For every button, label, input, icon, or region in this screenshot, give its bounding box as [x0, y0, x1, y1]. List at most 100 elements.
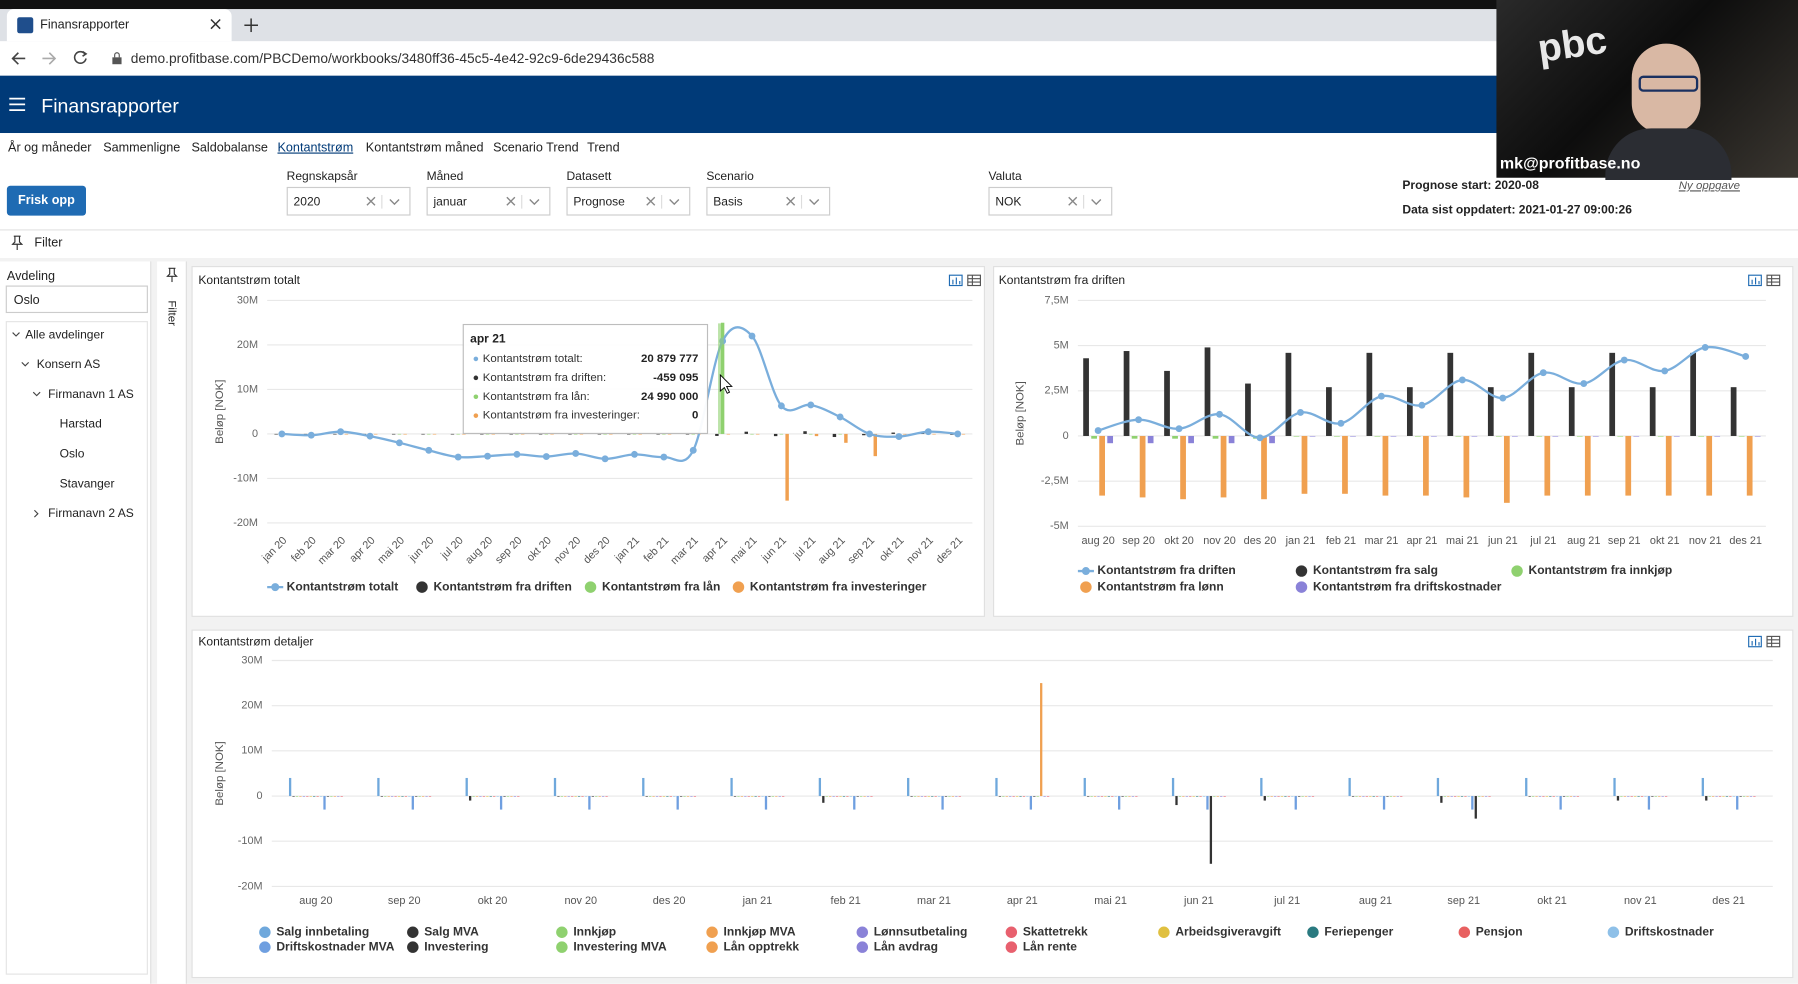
tree-item[interactable]: Oslo: [59, 447, 85, 461]
bar: [768, 796, 771, 797]
nav-tab[interactable]: Sammenligne: [103, 141, 181, 155]
department-search[interactable]: Oslo: [5, 285, 148, 314]
bar: [1301, 435, 1308, 494]
bar: [1447, 796, 1450, 797]
nav-tab[interactable]: Saldobalanse: [191, 141, 268, 155]
new-tab[interactable]: [244, 18, 259, 33]
pin-icon[interactable]: [11, 235, 23, 250]
chart-view-icons[interactable]: [1748, 635, 1781, 648]
y-tick-label: -10M: [238, 835, 263, 847]
chart-view-icons[interactable]: [948, 274, 981, 287]
bar: [1040, 683, 1043, 797]
bar: [1083, 777, 1086, 797]
new-task-link[interactable]: Ny oppgave: [1678, 180, 1740, 193]
bar: [761, 796, 764, 797]
bar: [397, 796, 401, 797]
tree-item[interactable]: Alle avdelinger: [25, 327, 105, 342]
x-tick-label: mar 21: [668, 535, 700, 567]
bar: [1592, 435, 1599, 437]
filter-icons[interactable]: [644, 194, 685, 209]
nav-tab[interactable]: Kontantstrøm: [277, 141, 354, 155]
legend-label: Lønnsutbetaling: [874, 924, 968, 938]
filter-icons[interactable]: [1066, 194, 1107, 209]
tree-item[interactable]: Stavanger: [59, 477, 115, 491]
line-point: [866, 430, 873, 438]
bar: [1400, 796, 1403, 797]
nav-buttons[interactable]: [11, 50, 103, 66]
bar: [920, 796, 924, 797]
bar: [1566, 796, 1569, 797]
filter-icons[interactable]: [784, 194, 825, 209]
legend-label: Investering: [424, 939, 488, 953]
chart-view-icons[interactable]: [1748, 274, 1781, 287]
tree-toggle[interactable]: [32, 390, 41, 399]
bar: [1538, 796, 1542, 797]
bar: [1531, 796, 1535, 797]
tree-toggle[interactable]: [32, 509, 41, 518]
menu-icon[interactable]: [9, 97, 26, 111]
legend-label: Kontantstrøm fra innkjøp: [1529, 563, 1673, 577]
bar: [1107, 435, 1114, 444]
legend-marker: [259, 926, 271, 938]
bar: [1455, 435, 1462, 437]
legend-label: Kontantstrøm fra lønn: [1097, 579, 1223, 593]
tooltip: [462, 323, 709, 435]
x-tick-label: okt 20: [1164, 535, 1194, 547]
bar: [917, 796, 920, 797]
bar: [1326, 387, 1332, 436]
person-body: [1605, 128, 1732, 181]
filter-icons[interactable]: [365, 194, 406, 209]
bar: [482, 796, 486, 797]
filter-box[interactable]: [566, 186, 691, 216]
filter-box[interactable]: [426, 186, 551, 216]
bar: [1443, 796, 1446, 797]
tab-close[interactable]: [210, 18, 221, 30]
tree-toggle[interactable]: [11, 330, 20, 339]
nav-tab[interactable]: Scenario Trend: [493, 141, 579, 155]
bar: [1366, 352, 1373, 436]
bar: [627, 433, 631, 435]
y-tick-label: -20M: [233, 517, 258, 529]
bar: [924, 796, 927, 797]
bar: [757, 796, 761, 797]
filter-bar-label[interactable]: Filter: [34, 236, 63, 250]
y-tick-label: 0: [257, 790, 263, 802]
bar: [652, 796, 655, 797]
bar: [1206, 796, 1209, 810]
bar: [1390, 435, 1397, 437]
bar: [1536, 435, 1543, 437]
chart-title: Kontantstrøm fra driften: [999, 273, 1125, 287]
side-pin-icon[interactable]: [166, 267, 178, 283]
tree-toggle[interactable]: [21, 360, 30, 369]
nav-tab[interactable]: Trend: [587, 141, 620, 155]
bar: [496, 796, 499, 797]
bar: [839, 796, 842, 797]
bar: [480, 433, 484, 435]
bar: [394, 796, 397, 797]
filter-box[interactable]: [988, 186, 1113, 216]
tree-item[interactable]: Firmanavn 2 AS: [48, 506, 134, 521]
bar: [891, 432, 895, 434]
tree-item[interactable]: Konsern AS: [36, 357, 101, 372]
bar: [1661, 796, 1664, 797]
bar: [863, 796, 866, 797]
filter-box[interactable]: [706, 186, 831, 216]
nav-tab[interactable]: Kontantstrøm måned: [365, 141, 484, 155]
bar: [302, 796, 306, 797]
filter-icons[interactable]: [505, 194, 546, 209]
filter-box[interactable]: [286, 186, 411, 216]
bar: [667, 433, 672, 435]
tree-item[interactable]: Harstad: [59, 417, 102, 432]
bar: [544, 433, 549, 435]
nav-tab[interactable]: År og måneder: [8, 141, 92, 155]
line-point: [1418, 401, 1426, 409]
y-axis-label: Beløp [NOK]: [214, 380, 226, 444]
bar: [1362, 796, 1365, 797]
tree-item[interactable]: Firmanavn 1 AS: [48, 387, 134, 402]
bar: [1029, 796, 1033, 810]
bar: [673, 796, 676, 797]
browser-tab[interactable]: [6, 9, 232, 42]
refresh-button[interactable]: Frisk opp: [6, 185, 87, 216]
url[interactable]: demo.profitbase.com/PBCDemo/workbooks/34…: [130, 50, 655, 67]
bar: [1273, 796, 1277, 797]
